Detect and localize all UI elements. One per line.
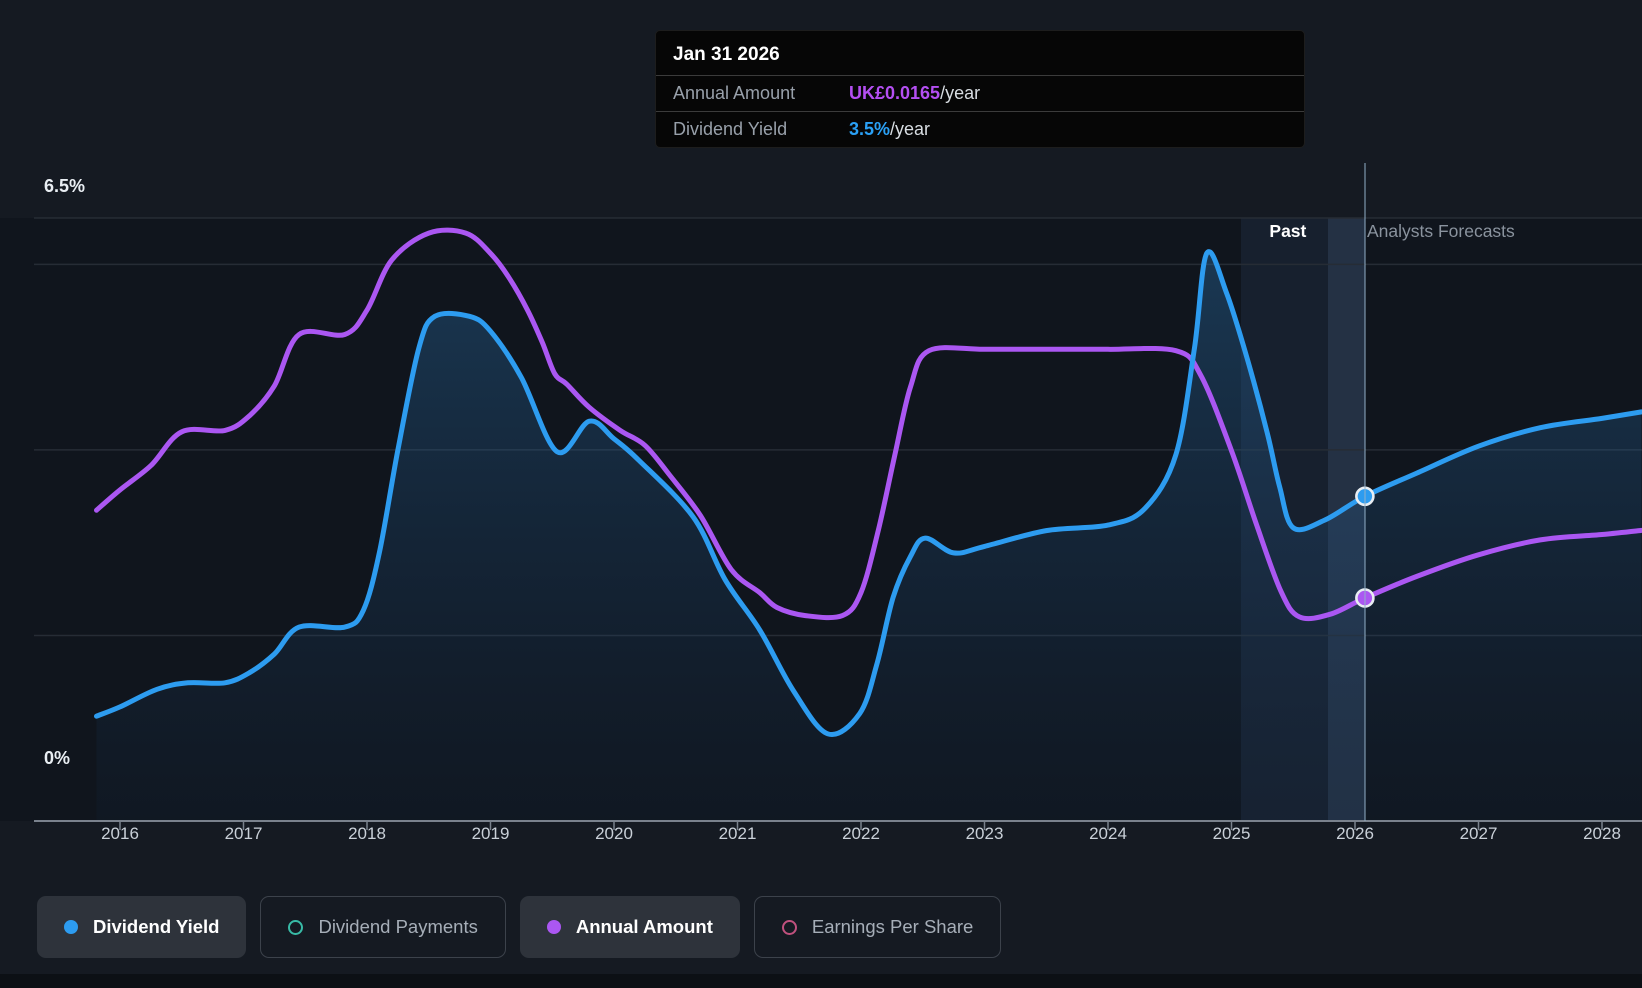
x-axis-label: 2026 [1336, 824, 1374, 843]
legend-dividend-payments-button[interactable]: Dividend Payments [260, 896, 506, 958]
current-date-line [1363, 163, 1366, 821]
series-curves [94, 227, 1642, 821]
tooltip-annual-amount-value-wrap: UK£0.0165/year [849, 83, 1287, 104]
tooltip-annual-amount-label: Annual Amount [673, 83, 796, 103]
past-label: Past [1269, 221, 1307, 241]
x-axis-label: 2022 [842, 824, 880, 843]
y-axis-label-max: 6.5% [44, 176, 86, 196]
chart-tooltip: Jan 31 2026 Annual Amount UK£0.0165/year… [655, 30, 1305, 148]
legend-dividend-payments-label: Dividend Payments [318, 916, 478, 937]
x-axis-label: 2020 [595, 824, 633, 843]
tooltip-dividend-yield-value: 3.5% [849, 119, 891, 139]
tooltip-annual-amount-suffix: /year [940, 83, 981, 103]
legend-earnings-per-share-label: Earnings Per Share [811, 916, 974, 937]
dividend-payments-chip-icon [288, 919, 304, 935]
tooltip-dividend-yield-label: Dividend Yield [673, 119, 788, 139]
x-axis-label: 2024 [1089, 824, 1127, 843]
tooltip-date: Jan 31 2026 [656, 31, 1304, 76]
annual-amount-chip-icon [546, 920, 561, 934]
legend-annual-amount-button[interactable]: Annual Amount [519, 896, 740, 958]
x-axis-label: 2023 [965, 824, 1004, 843]
analysts-forecasts-label: Analysts Forecasts [1366, 221, 1515, 241]
legend-dividend-yield-label: Dividend Yield [93, 916, 220, 937]
x-axis-label: 2019 [471, 824, 510, 843]
bottom-strip [0, 974, 1642, 988]
tooltip-row-dividend-yield: Dividend Yield 3.5%/year [656, 112, 1304, 147]
x-axis-label: 2016 [101, 824, 139, 843]
chart-legend: Dividend Yield Dividend Payments Annual … [37, 896, 1002, 958]
dividend-yield-area [96, 251, 1642, 821]
tooltip-annual-amount-value: UK£0.0165 [849, 83, 941, 103]
y-axis-label-min: 0% [44, 748, 71, 768]
legend-annual-amount-label: Annual Amount [575, 916, 713, 937]
x-axis-label: 2018 [348, 824, 386, 843]
x-axis-label: 2021 [718, 824, 757, 843]
x-axis [34, 820, 1642, 830]
tooltip-row-annual-amount: Annual Amount UK£0.0165/year [656, 76, 1304, 112]
x-axis-label: 2028 [1583, 824, 1621, 843]
dividend-yield-chip-icon [64, 920, 78, 934]
earnings-per-share-chip-icon [781, 919, 797, 935]
legend-dividend-yield-button[interactable]: Dividend Yield [37, 896, 247, 958]
tooltip-dividend-yield-value-wrap: 3.5%/year [849, 119, 1287, 140]
x-axis-label: 2017 [224, 824, 263, 843]
legend-earnings-per-share-button[interactable]: Earnings Per Share [753, 896, 1002, 958]
x-axis-label: 2027 [1459, 824, 1498, 843]
tooltip-dividend-yield-suffix: /year [890, 119, 931, 139]
dividend-yield-line [94, 249, 1642, 737]
annual-amount-line [94, 227, 1642, 622]
x-axis-label: 2025 [1212, 824, 1251, 843]
